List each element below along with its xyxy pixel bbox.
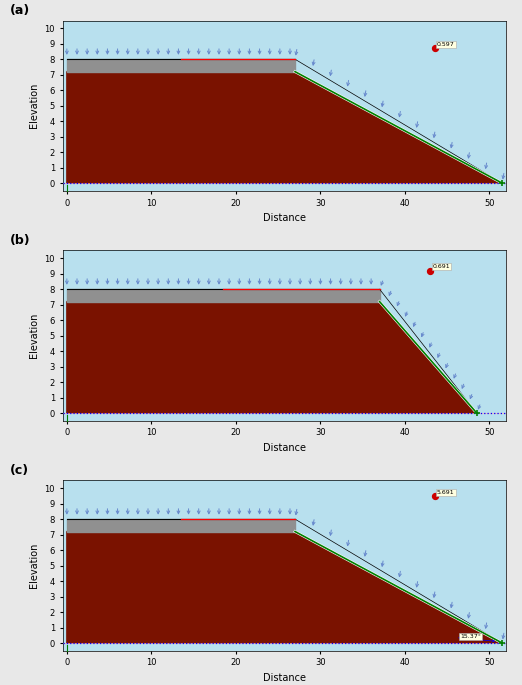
Point (426, 265, 434, 276)
Text: (b): (b) (9, 234, 30, 247)
X-axis label: Distance: Distance (263, 213, 306, 223)
Point (430, 43, 438, 54)
Text: (a): (a) (9, 4, 30, 17)
X-axis label: Distance: Distance (263, 443, 306, 453)
Polygon shape (67, 60, 295, 72)
Y-axis label: Elevation: Elevation (29, 313, 39, 358)
Y-axis label: Elevation: Elevation (29, 543, 39, 588)
Text: (c): (c) (9, 464, 29, 477)
Text: 15.37°: 15.37° (460, 634, 481, 638)
Polygon shape (67, 289, 379, 301)
Polygon shape (67, 301, 477, 413)
Text: 0.597: 0.597 (437, 42, 455, 47)
Polygon shape (67, 72, 502, 183)
Y-axis label: Elevation: Elevation (29, 83, 39, 128)
X-axis label: Distance: Distance (263, 673, 306, 683)
Text: 5.691: 5.691 (437, 490, 455, 495)
Point (430, 490, 438, 501)
Polygon shape (67, 532, 502, 643)
Text: 0.691: 0.691 (433, 264, 450, 269)
Polygon shape (67, 519, 295, 532)
